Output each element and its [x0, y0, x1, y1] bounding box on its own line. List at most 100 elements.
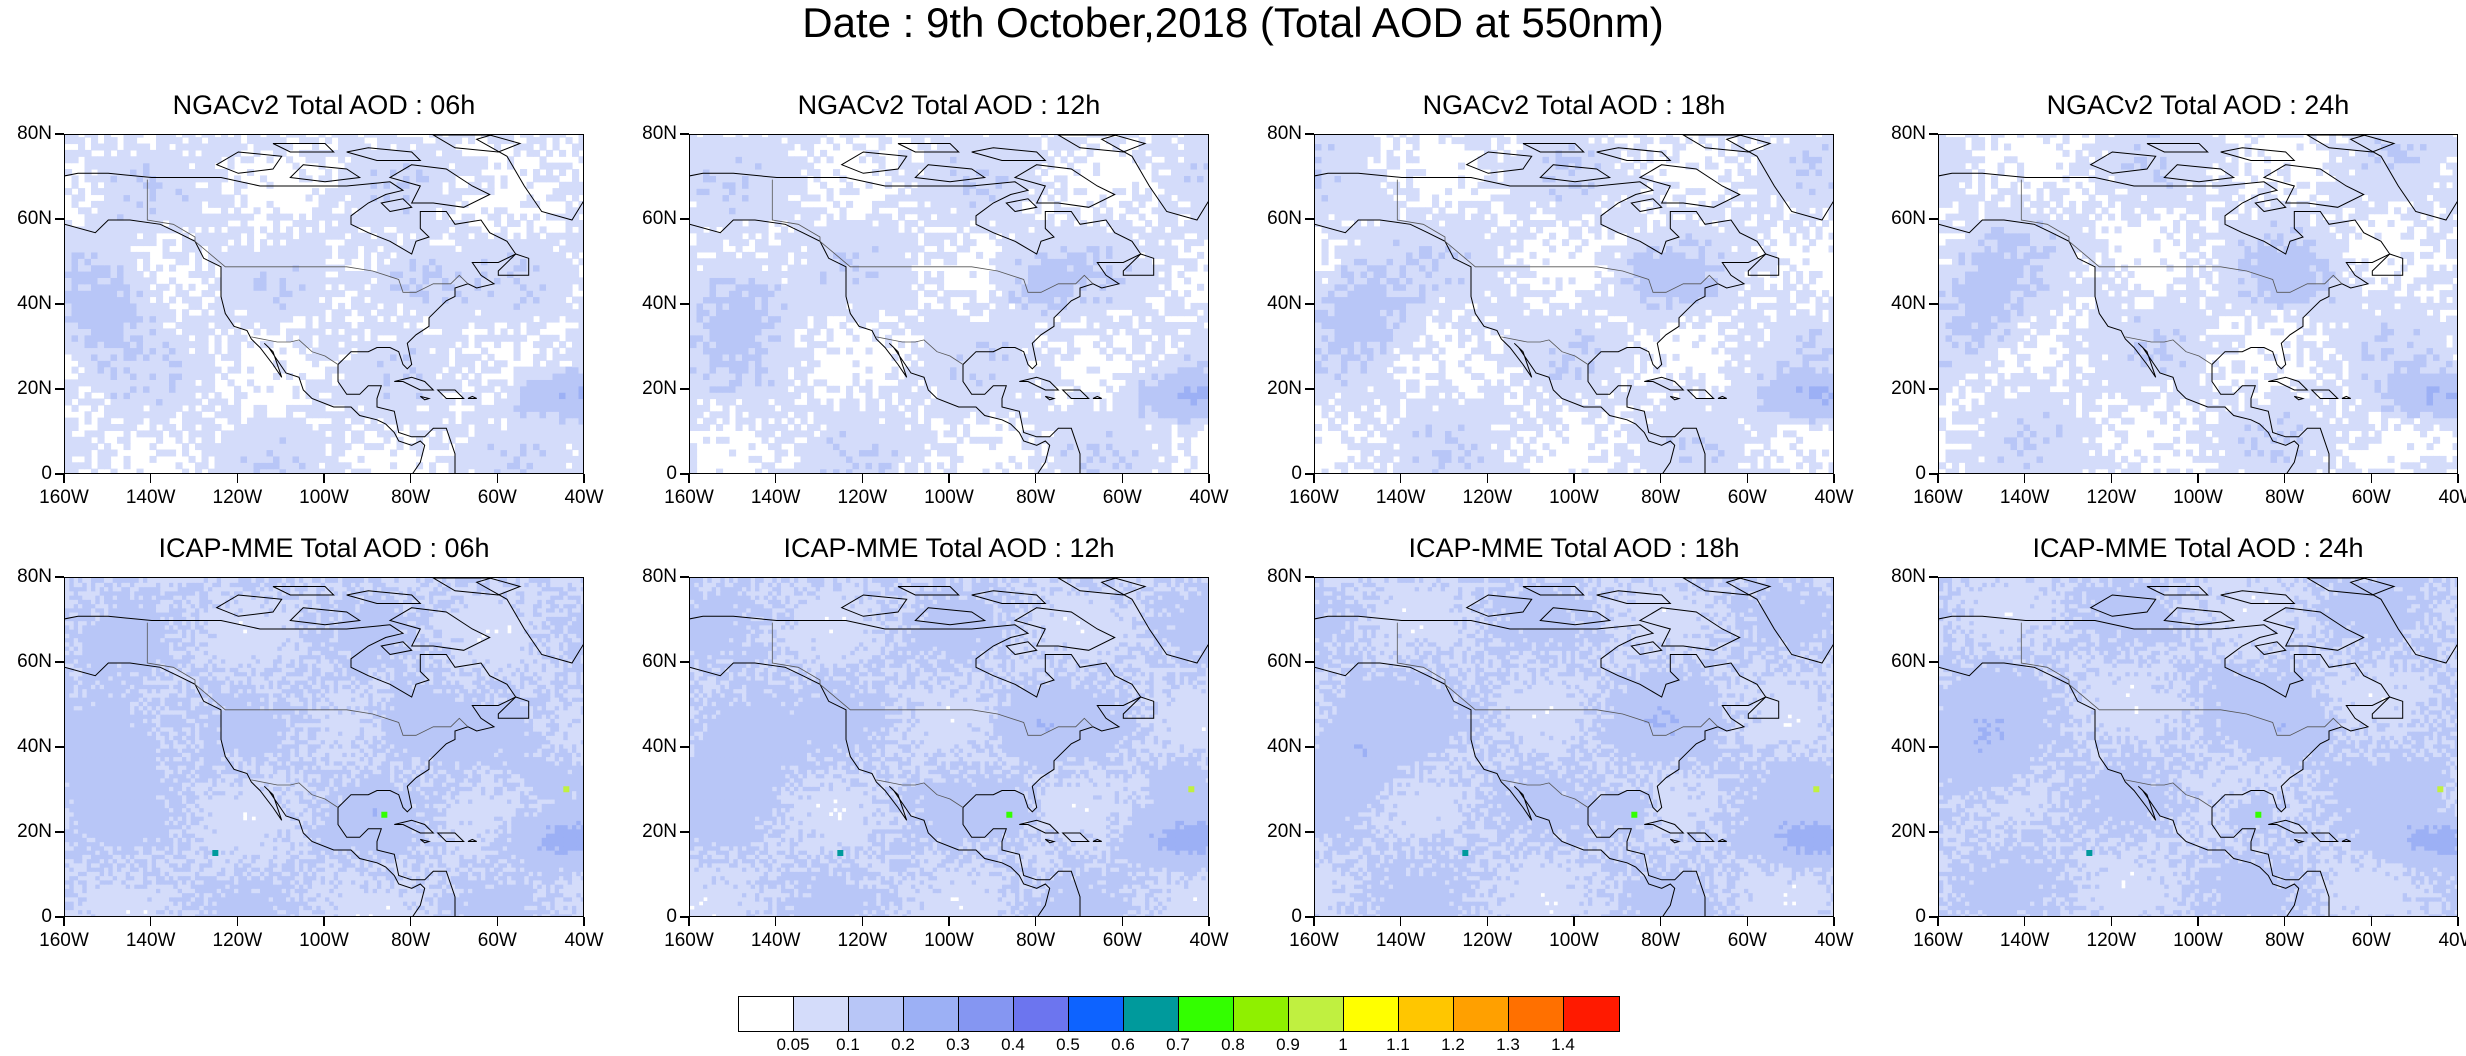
- map-panel: NGACv2 Total AOD : 24h 80N 60N 40N 20N 0 160W 1…: [1891, 90, 2466, 508]
- island-outline: [1539, 607, 1612, 626]
- lon-tick-label: 80W: [996, 931, 1076, 951]
- island-outline: [1465, 594, 1533, 617]
- country-border: [2020, 179, 2343, 293]
- lon-tick: [63, 474, 65, 483]
- island-outline: [1682, 135, 1772, 153]
- lon-tick-label: 120W: [1447, 488, 1527, 508]
- lat-tick-label: 60N: [1874, 652, 1926, 672]
- lat-tick-label: 0: [1874, 464, 1926, 484]
- island-outline: [1630, 641, 1663, 656]
- lat-tick: [55, 388, 64, 390]
- lat-tick: [1305, 303, 1314, 305]
- aod-map: [690, 135, 1208, 473]
- island-outline: [289, 164, 362, 183]
- lon-tick: [583, 474, 585, 483]
- lon-tick: [2110, 917, 2113, 926]
- lat-tick-label: 20N: [0, 822, 52, 842]
- lon-tick: [1121, 474, 1124, 483]
- panel-title: ICAP-MME Total AOD : 06h: [4, 531, 644, 565]
- island-outline: [1057, 135, 1147, 153]
- lat-tick: [680, 661, 689, 663]
- island-outline: [1638, 607, 1741, 651]
- colorbar-swatch: [904, 997, 959, 1031]
- island-outline: [2254, 198, 2287, 213]
- island-outline: [1596, 147, 1672, 161]
- colorbar-swatch: [1179, 997, 1234, 1031]
- island-outline: [1747, 696, 1780, 719]
- island-outline: [914, 164, 987, 183]
- island-outline: [1057, 578, 1147, 596]
- lat-tick: [1305, 218, 1314, 220]
- map-panel: ICAP-MME Total AOD : 18h 80N 60N 40N 20N 0 160…: [1267, 533, 1853, 951]
- lon-tick-label: 80W: [2245, 931, 2325, 951]
- lon-tick-label: 120W: [1447, 931, 1527, 951]
- lon-tick: [1659, 474, 1662, 483]
- lat-tick: [680, 133, 689, 135]
- lat-tick: [1929, 133, 1938, 135]
- lon-tick: [1313, 474, 1315, 483]
- lon-tick-label: 80W: [1621, 488, 1701, 508]
- lon-tick: [2023, 474, 2026, 483]
- lat-tick-label: 80N: [0, 124, 52, 144]
- island-outline: [497, 253, 530, 276]
- lon-tick-label: 40W: [544, 931, 624, 951]
- island-outline: [897, 143, 960, 153]
- island-outline: [1092, 395, 1102, 399]
- lat-tick: [1305, 831, 1314, 833]
- island-outline: [467, 838, 477, 842]
- lat-tick-label: 80N: [1874, 124, 1926, 144]
- lon-tick: [1937, 917, 1939, 926]
- aod-field: [690, 578, 1208, 916]
- lat-tick-label: 0: [0, 464, 52, 484]
- lon-tick-label: 100W: [909, 488, 989, 508]
- island-outline: [419, 395, 431, 401]
- lat-tick-label: 20N: [625, 822, 677, 842]
- lon-tick: [1746, 917, 1749, 926]
- colorbar: [738, 996, 1620, 1032]
- island-outline: [1061, 389, 1090, 399]
- lat-tick-label: 80N: [625, 567, 677, 587]
- colorbar-swatch: [1564, 997, 1619, 1031]
- island-outline: [2220, 590, 2296, 604]
- coastline: [65, 172, 517, 473]
- lon-tick: [688, 474, 690, 483]
- lat-tick: [1305, 388, 1314, 390]
- lon-tick: [1034, 474, 1037, 483]
- colorbar-label: 0.9: [1258, 1036, 1318, 1054]
- island-outline: [971, 590, 1047, 604]
- aod-hotspot: [1462, 850, 1469, 856]
- aod-field: [1939, 135, 2457, 473]
- lon-tick: [149, 474, 152, 483]
- lon-tick: [1399, 474, 1402, 483]
- lat-tick-label: 20N: [1874, 379, 1926, 399]
- lon-tick: [2197, 917, 2199, 926]
- lon-tick: [2457, 917, 2459, 926]
- island-outline: [388, 607, 491, 651]
- map-panel: ICAP-MME Total AOD : 24h 80N 60N 40N 20N 0 160…: [1891, 533, 2466, 951]
- colorbar-label: 0.5: [1038, 1036, 1098, 1054]
- lon-tick: [236, 917, 239, 926]
- panel-title: ICAP-MME Total AOD : 12h: [629, 531, 1269, 565]
- lat-tick: [55, 218, 64, 220]
- lat-tick: [55, 831, 64, 833]
- island-outline: [2371, 253, 2404, 276]
- coastline: [1315, 615, 1767, 916]
- panel-title: NGACv2 Total AOD : 12h: [629, 88, 1269, 122]
- island-outline: [1717, 395, 1727, 399]
- lat-tick-label: 80N: [1874, 567, 1926, 587]
- lat-tick-label: 40N: [0, 737, 52, 757]
- lat-tick: [1929, 303, 1938, 305]
- lat-tick-label: 20N: [1250, 822, 1302, 842]
- lat-tick-label: 40N: [0, 294, 52, 314]
- lon-tick-label: 40W: [1169, 488, 1249, 508]
- island-outline: [467, 395, 477, 399]
- lat-tick: [680, 746, 689, 748]
- island-outline: [840, 151, 908, 174]
- lon-tick-label: 100W: [284, 931, 364, 951]
- map-panel: ICAP-MME Total AOD : 12h 80N 60N 40N 20N 0 160…: [642, 533, 1228, 951]
- aod-hotspot: [1006, 811, 1013, 818]
- lon-tick-label: 120W: [197, 488, 277, 508]
- lat-tick: [1929, 831, 1938, 833]
- island-outline: [1717, 838, 1727, 842]
- lat-tick-label: 40N: [1250, 737, 1302, 757]
